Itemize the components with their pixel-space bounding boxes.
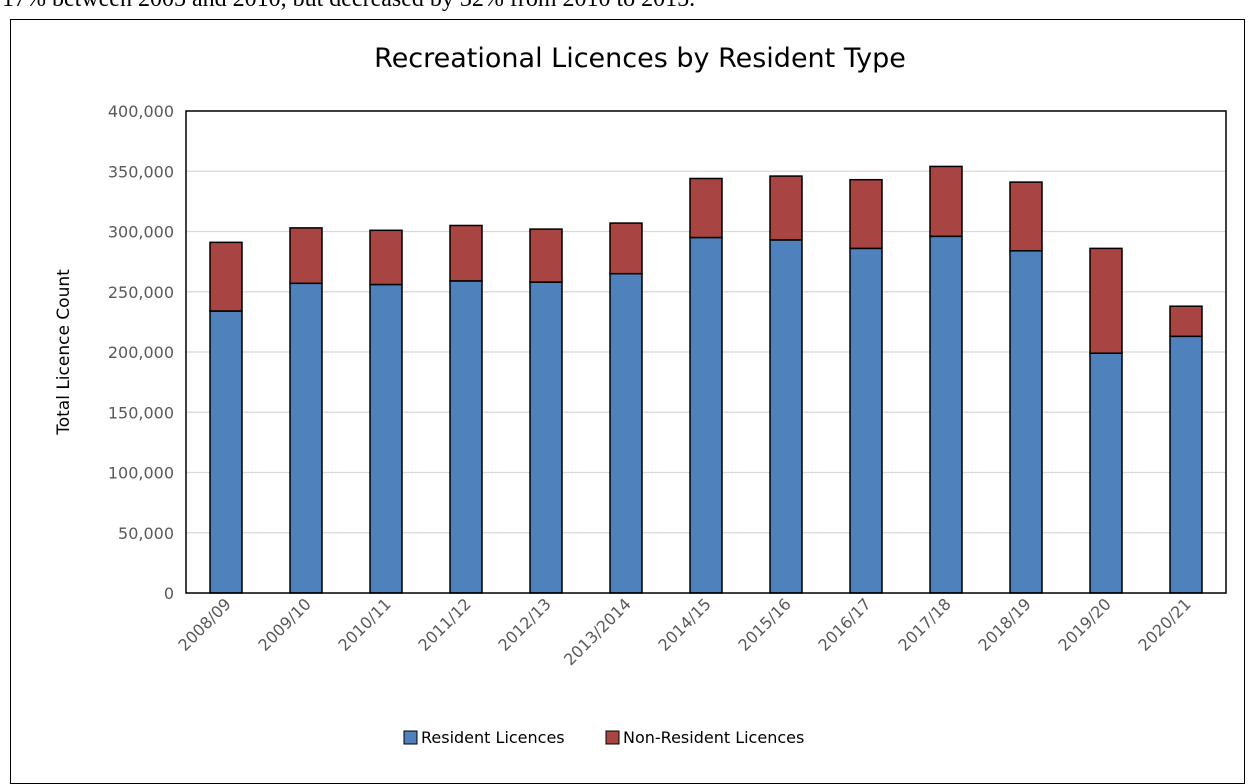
- y-tick-label: 150,000: [108, 403, 174, 422]
- y-tick-label: 100,000: [108, 464, 174, 483]
- legend: Resident Licences Non-Resident Licences: [403, 728, 804, 747]
- x-tick-label: 2014/15: [654, 594, 714, 654]
- context-text: 17% between 2005 and 2010, but decreased…: [2, 0, 695, 13]
- legend-swatch: [605, 730, 620, 745]
- y-tick-label: 50,000: [118, 524, 174, 543]
- x-tick-label: 2019/20: [1054, 594, 1114, 654]
- x-tick-label: 2016/17: [814, 594, 874, 654]
- x-tick-label: 2015/16: [734, 594, 794, 654]
- legend-label: Non-Resident Licences: [623, 728, 804, 747]
- y-tick-label: 300,000: [108, 223, 174, 242]
- y-axis-label: Total Licence Count: [54, 269, 74, 436]
- bars: [209, 165, 1203, 594]
- bar-resident: [849, 247, 883, 594]
- y-tick-label: 250,000: [108, 283, 174, 302]
- x-tick-label: 2012/13: [494, 594, 554, 654]
- x-tick-label: 2010/11: [334, 594, 394, 654]
- bar-non-resident: [689, 177, 723, 239]
- x-tick-label: 2011/12: [414, 594, 474, 654]
- legend-label: Resident Licences: [421, 728, 565, 747]
- x-tick-label: 2008/09: [174, 594, 234, 654]
- bar-non-resident: [289, 227, 323, 285]
- bar-non-resident: [849, 178, 883, 250]
- plot-area-border: [185, 110, 1227, 594]
- bar-non-resident: [1009, 181, 1043, 252]
- y-tick-label: 400,000: [108, 102, 174, 121]
- x-tick-label: 2009/10: [254, 594, 314, 654]
- bar-non-resident: [609, 222, 643, 275]
- y-tick-label: 0: [164, 584, 174, 603]
- bar-non-resident: [769, 175, 803, 241]
- bar-resident: [1089, 352, 1123, 594]
- bar-resident: [289, 282, 323, 594]
- bar-non-resident: [449, 224, 483, 282]
- bar-resident: [449, 280, 483, 594]
- bar-non-resident: [929, 165, 963, 238]
- bar-resident: [1169, 335, 1203, 594]
- bar-resident: [369, 283, 403, 594]
- bar-non-resident: [1089, 247, 1123, 354]
- y-tick-label: 350,000: [108, 162, 174, 181]
- x-tick-labels: 2008/09 2009/10 2010/11 2011/12 2012/13 2013/…: [174, 594, 1194, 669]
- bar-non-resident: [369, 229, 403, 286]
- y-tick-label: 200,000: [108, 343, 174, 362]
- x-tick-label: 2018/19: [974, 594, 1034, 654]
- bar-non-resident: [529, 228, 563, 283]
- chart-title: Recreational Licences by Resident Type: [374, 43, 906, 74]
- bar-resident: [689, 236, 723, 594]
- y-tick-labels: 0 50,000 100,000 150,000 200,000 250,000 300,0…: [108, 102, 174, 603]
- bar-resident: [609, 272, 643, 594]
- legend-swatch: [403, 730, 418, 745]
- x-tick-label: 2013/2014: [560, 594, 635, 669]
- bar-non-resident: [209, 241, 243, 312]
- bar-resident: [529, 281, 563, 594]
- bar-resident: [769, 239, 803, 594]
- bar-resident: [929, 235, 963, 594]
- x-tick-label: 2017/18: [894, 594, 954, 654]
- x-tick-label: 2020/21: [1134, 594, 1194, 654]
- bar-resident: [209, 310, 243, 594]
- bar-non-resident: [1169, 305, 1203, 338]
- bar-resident: [1009, 250, 1043, 594]
